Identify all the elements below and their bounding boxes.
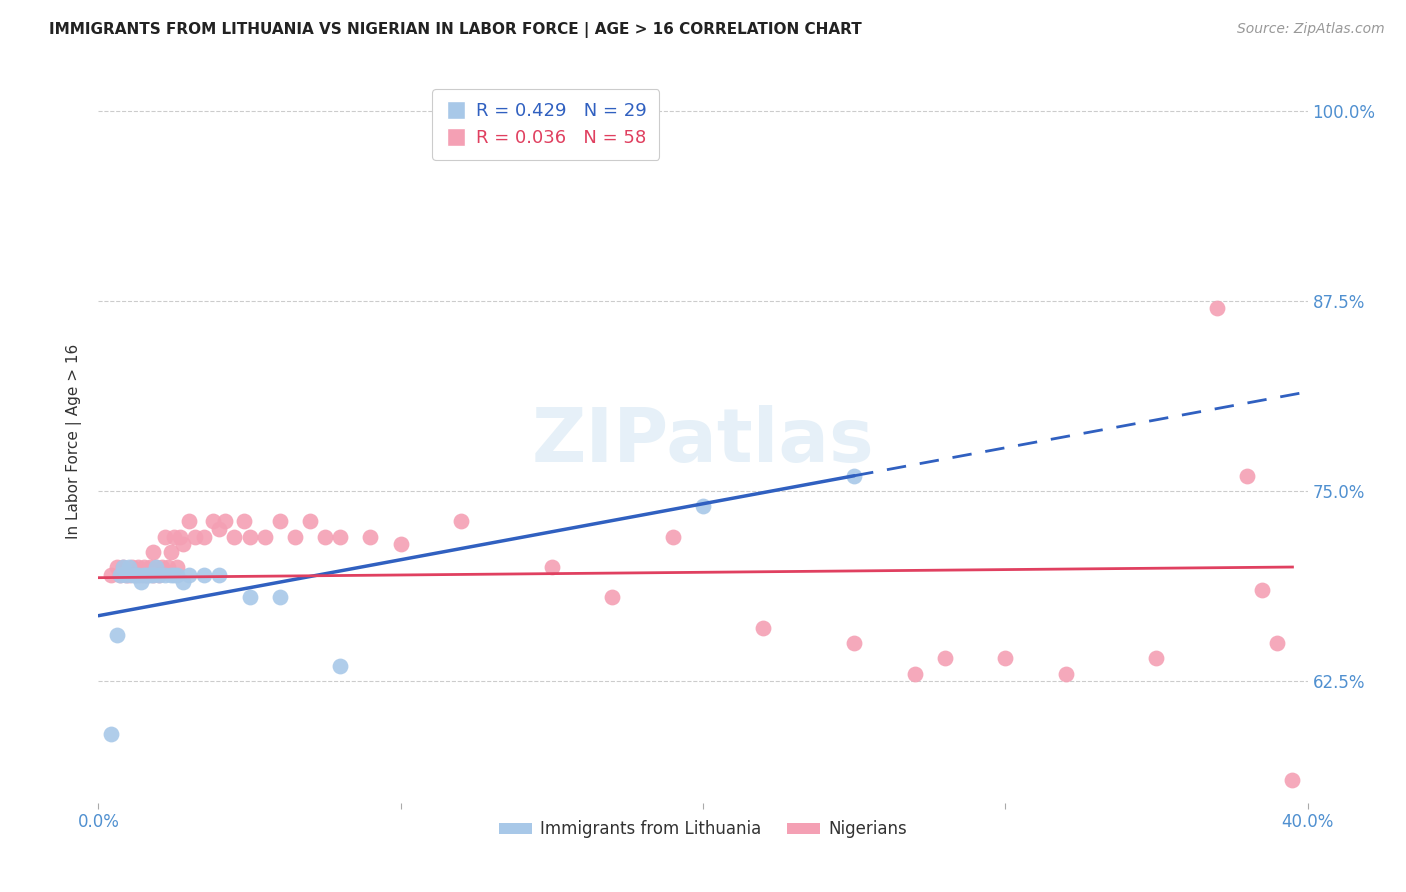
Point [193, 530, 215, 544]
Point [105, 628, 128, 642]
Y-axis label: In Labor Force | Age > 16: In Labor Force | Age > 16 [66, 344, 83, 539]
Point [450, 515, 472, 529]
Point [602, 591, 624, 605]
Point [111, 560, 134, 574]
Point [105, 560, 128, 574]
Point [329, 659, 352, 673]
Point [169, 530, 191, 544]
Point [208, 567, 231, 582]
Point [111, 560, 134, 574]
Point [166, 560, 188, 574]
Point [1236, 468, 1258, 483]
Point [1251, 582, 1274, 597]
Point [127, 567, 149, 582]
Point [100, 567, 122, 582]
Point [844, 468, 866, 483]
Point [540, 560, 562, 574]
Point [994, 651, 1017, 665]
Point [253, 530, 276, 544]
Point [269, 591, 291, 605]
Point [692, 499, 714, 513]
Point [132, 567, 155, 582]
Point [129, 567, 152, 582]
Point [129, 575, 152, 590]
Legend: Immigrants from Lithuania, Nigerians: Immigrants from Lithuania, Nigerians [492, 814, 914, 845]
Point [114, 567, 136, 582]
Point [156, 560, 179, 574]
Point [145, 560, 167, 574]
Point [172, 575, 194, 590]
Point [108, 567, 131, 582]
Point [208, 522, 231, 536]
Point [752, 621, 775, 635]
Point [124, 567, 146, 582]
Point [148, 567, 170, 582]
Point [127, 560, 149, 574]
Point [239, 591, 262, 605]
Point [1281, 772, 1303, 787]
Point [132, 560, 155, 574]
Point [934, 651, 956, 665]
Point [142, 567, 165, 582]
Point [1267, 636, 1289, 650]
Point [661, 530, 683, 544]
Point [179, 515, 201, 529]
Point [299, 515, 322, 529]
Point [239, 530, 262, 544]
Point [389, 537, 412, 551]
Point [148, 567, 170, 582]
Point [139, 560, 162, 574]
Point [1206, 301, 1229, 316]
Point [179, 567, 201, 582]
Point [118, 560, 141, 574]
Point [232, 515, 254, 529]
Point [142, 545, 165, 559]
Text: ZIPatlas: ZIPatlas [531, 405, 875, 478]
Point [160, 567, 183, 582]
Point [329, 530, 352, 544]
Point [163, 530, 186, 544]
Point [202, 515, 225, 529]
Point [904, 666, 927, 681]
Point [118, 567, 141, 582]
Point [314, 530, 336, 544]
Point [184, 530, 207, 544]
Point [172, 537, 194, 551]
Point [1054, 666, 1077, 681]
Point [124, 567, 146, 582]
Point [224, 530, 246, 544]
Point [139, 567, 162, 582]
Point [166, 567, 188, 582]
Point [163, 567, 186, 582]
Point [135, 567, 157, 582]
Point [284, 530, 307, 544]
Point [153, 530, 176, 544]
Text: Source: ZipAtlas.com: Source: ZipAtlas.com [1237, 22, 1385, 37]
Point [193, 567, 215, 582]
Point [360, 530, 382, 544]
Point [1144, 651, 1167, 665]
Point [121, 567, 143, 582]
Point [160, 545, 183, 559]
Point [100, 727, 122, 741]
Point [142, 567, 165, 582]
Point [153, 567, 176, 582]
Point [269, 515, 291, 529]
Point [121, 560, 143, 574]
Point [145, 560, 167, 574]
Point [135, 567, 157, 582]
Point [844, 636, 866, 650]
Point [108, 567, 131, 582]
Point [214, 515, 236, 529]
Point [150, 560, 173, 574]
Point [114, 567, 136, 582]
Text: IMMIGRANTS FROM LITHUANIA VS NIGERIAN IN LABOR FORCE | AGE > 16 CORRELATION CHAR: IMMIGRANTS FROM LITHUANIA VS NIGERIAN IN… [49, 22, 862, 38]
